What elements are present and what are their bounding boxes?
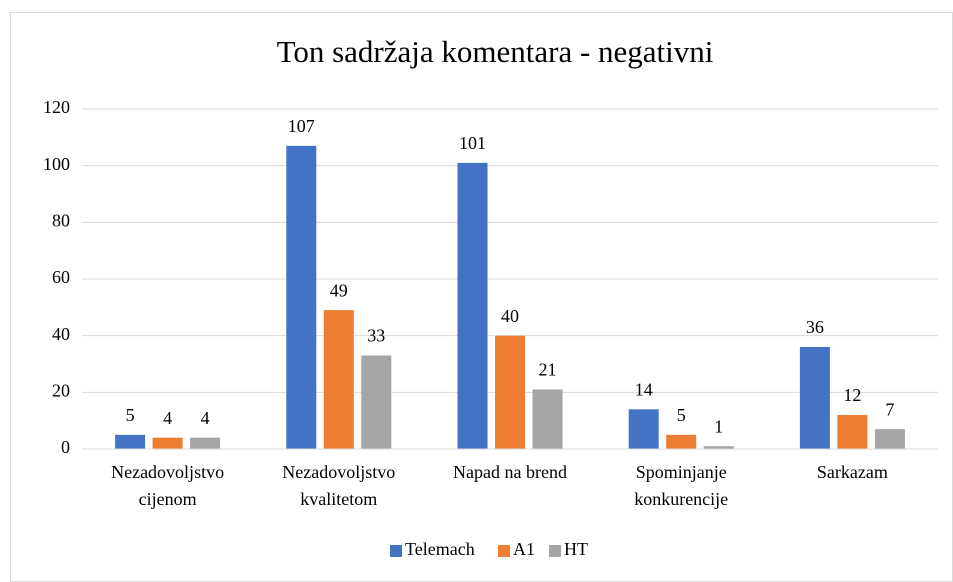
x-tick-label: Nezadovoljstvo cijenom [111, 462, 224, 509]
y-tick-label: 40 [52, 324, 70, 344]
bar [532, 389, 563, 449]
bar [799, 347, 830, 449]
value-label: 21 [539, 360, 557, 380]
bar [115, 434, 146, 449]
y-tick-label: 100 [43, 154, 70, 174]
bar [457, 162, 488, 450]
legend-swatch [549, 545, 561, 557]
value-label: 14 [635, 379, 653, 399]
value-label: 36 [806, 317, 824, 337]
bar [703, 446, 734, 449]
x-tick-label: Sarkazam [817, 462, 888, 482]
bar [874, 429, 905, 449]
legend-label: HT [564, 539, 588, 559]
bar [152, 437, 183, 449]
legend-label: A1 [513, 539, 535, 559]
value-label: 101 [459, 133, 486, 153]
value-label: 5 [677, 405, 686, 425]
bar [837, 415, 868, 449]
value-label: 4 [201, 408, 210, 428]
value-label: 4 [163, 408, 172, 428]
chart-title: Ton sadržaja komentara - negativni [277, 34, 714, 69]
y-tick-label: 120 [43, 97, 70, 117]
bar [323, 310, 354, 449]
bar [286, 145, 317, 450]
bar [666, 434, 697, 449]
x-tick-label: Nezadovoljstvo kvalitetom [282, 462, 395, 509]
legend-swatch [390, 545, 402, 557]
value-label: 1 [714, 416, 723, 436]
legend-swatch [498, 545, 510, 557]
value-label: 5 [126, 405, 135, 425]
value-label: 7 [885, 399, 894, 419]
bar [628, 409, 659, 449]
x-tick-label: Spominjanje konkurencije [634, 462, 728, 509]
value-label: 107 [288, 116, 315, 136]
y-tick-label: 0 [61, 437, 70, 457]
value-label: 12 [843, 385, 861, 405]
bar [190, 437, 221, 449]
x-tick-label: Napad na brend [453, 462, 567, 482]
value-label: 49 [330, 280, 348, 300]
bar [495, 335, 525, 449]
bar [361, 355, 392, 449]
y-tick-label: 80 [52, 210, 70, 230]
value-label: 33 [367, 326, 385, 346]
y-tick-label: 60 [52, 267, 70, 287]
value-label: 40 [501, 306, 519, 326]
y-tick-label: 20 [52, 380, 70, 400]
legend-label: Telemach [405, 539, 475, 559]
